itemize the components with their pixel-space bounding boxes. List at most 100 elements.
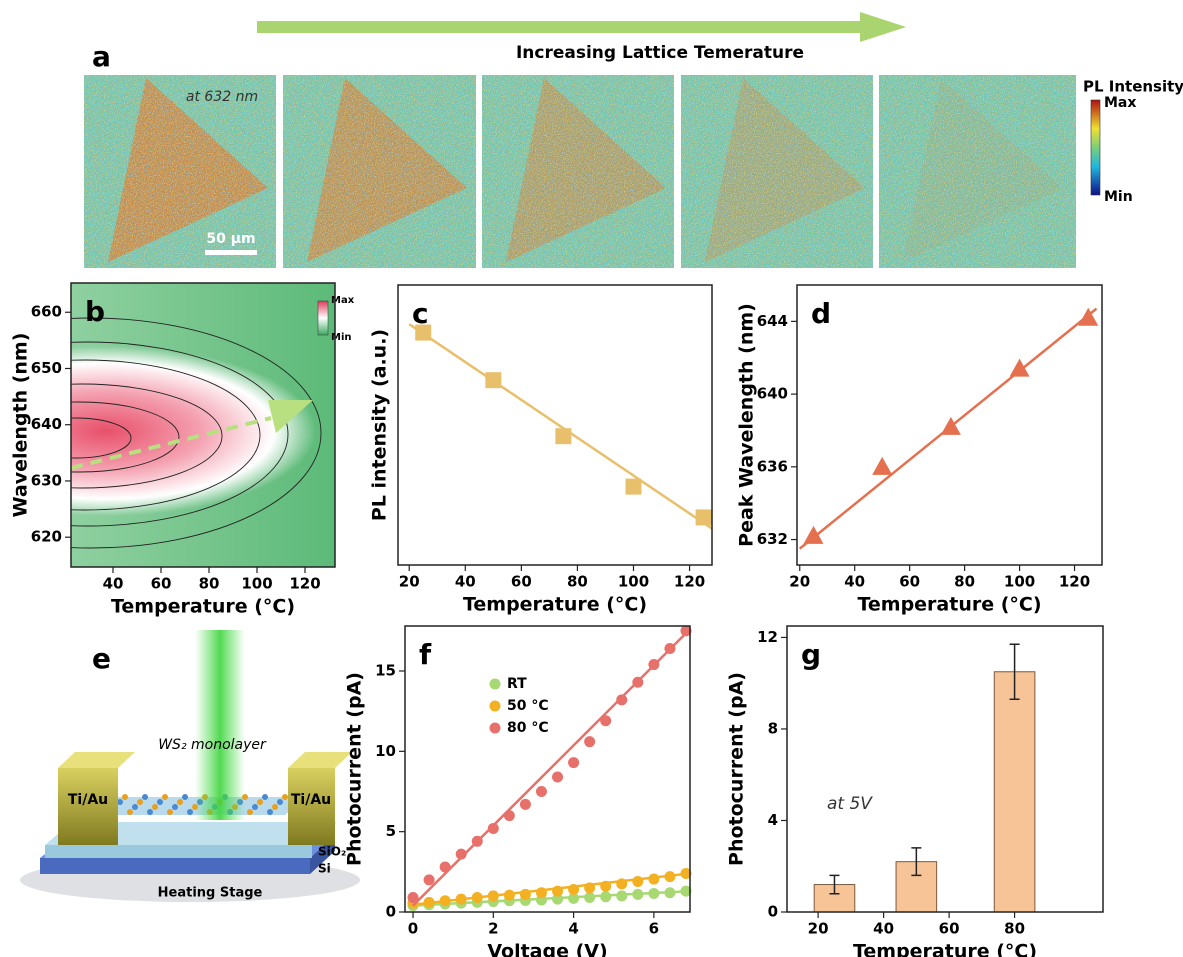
pl-map: [879, 75, 1076, 268]
marker: [439, 861, 451, 873]
atom: [277, 799, 283, 805]
fit-line: [408, 323, 713, 530]
marker: [695, 509, 712, 526]
panel-label: e: [92, 642, 111, 675]
y-tick-label: 660: [31, 303, 62, 321]
contour-line: [71, 401, 180, 473]
marker: [423, 874, 435, 886]
marker: [487, 822, 499, 834]
stage-label: Heating Stage: [158, 886, 263, 901]
x-tick-label: 100: [618, 573, 649, 591]
colorbar-min: Min: [1104, 189, 1133, 205]
x-tick-label: 80: [1004, 920, 1025, 938]
substrate-label: Si: [318, 862, 331, 876]
y-tick-label: 630: [31, 471, 62, 489]
marker: [616, 890, 628, 902]
contact-label: Ti/Au: [68, 792, 108, 808]
x-tick-label: 20: [789, 573, 810, 591]
noise: [482, 75, 674, 268]
pl-maps: [84, 75, 1076, 268]
marker: [600, 880, 612, 892]
legend-label: RT: [507, 676, 527, 692]
marker: [552, 893, 564, 905]
trend-arrow: [71, 416, 272, 470]
marker: [503, 889, 515, 901]
marker: [423, 896, 435, 908]
colorbar-title: PL Intensity: [1083, 78, 1183, 96]
x-tick-label: 80: [567, 573, 588, 591]
atom: [182, 794, 188, 800]
marker: [616, 694, 628, 706]
atom: [127, 809, 133, 815]
marker: [552, 885, 564, 897]
scale-text: 50 µm: [206, 231, 255, 247]
error-bar: [1009, 643, 1020, 700]
x-tick-label: 60: [899, 573, 920, 591]
atom: [167, 809, 173, 815]
error-bar: [829, 874, 840, 895]
atom: [142, 794, 148, 800]
contour-line: [71, 341, 289, 527]
y-tick-label: 10: [375, 742, 396, 760]
atom: [172, 804, 178, 810]
atom: [272, 804, 278, 810]
atom: [187, 809, 193, 815]
panel-label: f: [419, 638, 432, 671]
x-axis-title: Temperature (°C): [857, 594, 1041, 616]
atom: [122, 794, 128, 800]
x-tick-label: 100: [1004, 573, 1035, 591]
atom: [257, 799, 263, 805]
marker: [632, 676, 644, 688]
x-axis-title: Voltage (V): [487, 941, 607, 957]
noise: [283, 75, 476, 268]
scale-bar: [205, 250, 257, 255]
error-bar: [911, 847, 922, 877]
colorbar: [317, 300, 329, 336]
chart: 20 40 60 80 100 120 Temperature (°C) PL intensi…: [369, 284, 713, 616]
legend-label: 50 °C: [507, 698, 549, 714]
x-tick-label: 6: [649, 920, 659, 938]
atom: [117, 799, 123, 805]
atom: [147, 809, 153, 815]
marker: [487, 890, 499, 902]
marker: [555, 428, 572, 445]
contact: [288, 768, 335, 845]
y-tick-label: 0: [768, 903, 778, 921]
marker: [940, 416, 961, 435]
y-tick-label: 644: [757, 312, 788, 330]
atom: [247, 809, 253, 815]
bar: [993, 671, 1036, 913]
atom: [162, 794, 168, 800]
y-tick-label: 8: [768, 719, 778, 737]
marker: [407, 892, 419, 904]
marker: [568, 892, 580, 904]
marker: [519, 888, 531, 900]
frame: [397, 284, 713, 566]
panel-a: Increasing Lattice Temerature a at 632 n…: [84, 12, 1183, 268]
marker: [535, 785, 547, 797]
x-tick-label: 60: [939, 920, 960, 938]
y-tick-label: 636: [757, 457, 788, 475]
marker: [584, 736, 596, 748]
marker: [535, 887, 547, 899]
y-tick-label: 12: [757, 628, 778, 646]
marker: [600, 715, 612, 727]
panel-label: a: [92, 40, 111, 73]
panel-label: g: [801, 638, 821, 671]
marker: [664, 887, 676, 899]
arrow-head: [860, 12, 906, 42]
marker: [584, 882, 596, 894]
marker: [568, 884, 580, 896]
atom: [282, 794, 288, 800]
pl-map: [84, 75, 276, 268]
legend-marker: [489, 678, 501, 690]
atom: [267, 809, 273, 815]
legend-label: 80 °C: [507, 720, 549, 736]
marker: [503, 810, 515, 822]
marker: [584, 892, 596, 904]
pl-map: [681, 75, 873, 268]
y-tick-label: 640: [757, 385, 788, 403]
x-axis-title: Temperature (°C): [111, 596, 295, 618]
